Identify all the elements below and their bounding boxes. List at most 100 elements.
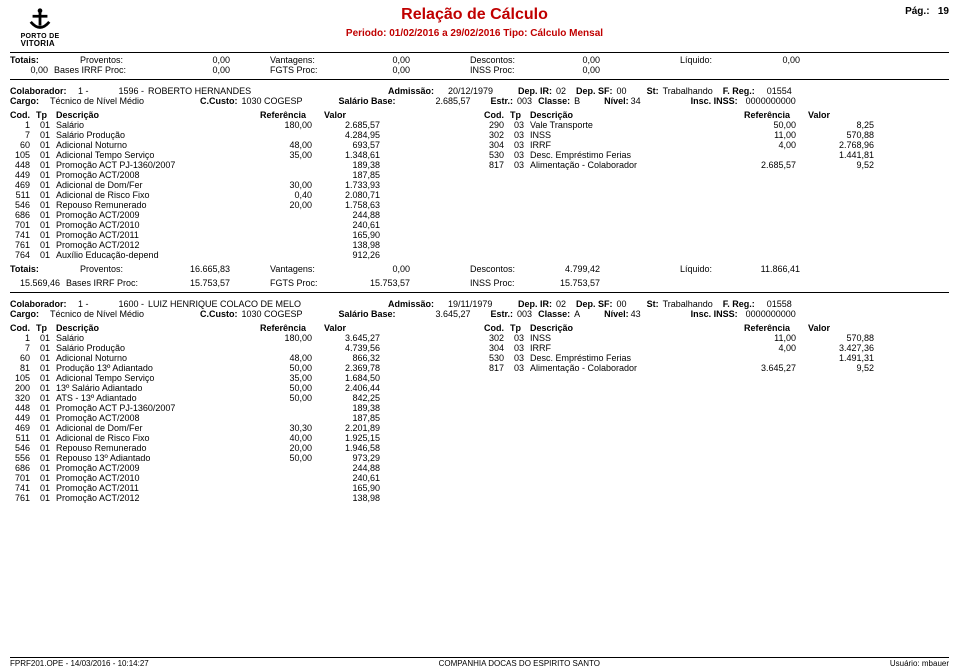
top-totals-2: 0,00 Bases IRRF Proc: 0,00 FGTS Proc: 0,… [10, 65, 949, 75]
desc: Adicional Noturno [56, 353, 260, 363]
detail-row: 54601Repouso Remunerado20,001.946,58 [10, 443, 949, 453]
cod: 1 [10, 120, 36, 130]
classe-label: Classe: [538, 309, 570, 319]
hdr-ref: Referência [260, 323, 324, 333]
val2 [808, 463, 874, 473]
emp1-headers: Cod. Tp Descrição Referência Valor Cod. … [10, 110, 949, 120]
hdr-val: Valor [324, 323, 390, 333]
val: 3.645,27 [324, 333, 390, 343]
page-number: 19 [938, 6, 949, 17]
val2: 2.768,96 [808, 140, 874, 150]
st-value: Trabalhando [659, 86, 723, 96]
tp: 01 [36, 463, 56, 473]
tp2 [510, 473, 530, 483]
cod2: 304 [484, 343, 510, 353]
ref: 50,00 [260, 383, 324, 393]
val: 842,25 [324, 393, 390, 403]
cargo-value: Técnico de Nível Médio [50, 309, 200, 319]
ref2 [744, 373, 808, 383]
ref [260, 130, 324, 140]
tp: 01 [36, 150, 56, 160]
ref [260, 463, 324, 473]
tp: 01 [36, 393, 56, 403]
val: 1.946,58 [324, 443, 390, 453]
val2 [808, 453, 874, 463]
tp2 [510, 433, 530, 443]
anchor-icon [21, 7, 59, 33]
tp: 01 [36, 343, 56, 353]
cod: 741 [10, 483, 36, 493]
val2 [808, 403, 874, 413]
hdr-cod2: Cod. [484, 110, 510, 120]
cod2 [484, 373, 510, 383]
cod2 [484, 393, 510, 403]
depsf-value: 00 [613, 86, 647, 96]
salbase-value: 2.685,57 [407, 96, 471, 106]
tp2 [510, 383, 530, 393]
desc2 [530, 443, 744, 453]
tp2 [510, 190, 530, 200]
report-header: PORTO DEVITORIA Relação de Cálculo Perio… [10, 6, 949, 48]
emp1-totals-1: Totais: Proventos: 16.665,83 Vantagens: … [10, 264, 949, 274]
cod: 511 [10, 190, 36, 200]
ref2 [744, 230, 808, 240]
nivel-label: Nível: [604, 309, 629, 319]
st-label: St: [647, 299, 659, 309]
val: 1.758,63 [324, 200, 390, 210]
inss-value: 0,00 [540, 65, 600, 75]
cod2: 817 [484, 160, 510, 170]
val: 138,98 [324, 493, 390, 503]
desc: Produção 13º Adiantado [56, 363, 260, 373]
ref2 [744, 150, 808, 160]
ref2 [744, 443, 808, 453]
ref2 [744, 250, 808, 260]
val2 [808, 423, 874, 433]
estr-label: Estr.: [471, 309, 514, 319]
classe-value: A [570, 309, 604, 319]
cod2 [484, 483, 510, 493]
classe-label: Classe: [538, 96, 570, 106]
ref2 [744, 403, 808, 413]
inscinss-value: 0000000000 [738, 309, 796, 319]
colab-name: LUIZ HENRIQUE COLACO DE MELO [148, 299, 388, 309]
cod2 [484, 413, 510, 423]
val2 [808, 220, 874, 230]
desc2 [530, 220, 744, 230]
val2 [808, 210, 874, 220]
cod: 449 [10, 170, 36, 180]
detail-row: 2000113º Salário Adiantado50,002.406,44 [10, 383, 949, 393]
ref [260, 220, 324, 230]
hdr-tp: Tp [36, 110, 56, 120]
salbase-label: Salário Base: [333, 96, 407, 106]
cod2: 302 [484, 333, 510, 343]
adm-value: 20/12/1979 [448, 86, 518, 96]
tp: 01 [36, 333, 56, 343]
ref [260, 493, 324, 503]
tp2 [510, 443, 530, 453]
custo-label: C.Custo: [200, 309, 238, 319]
cod: 105 [10, 150, 36, 160]
cod2 [484, 433, 510, 443]
depir-label: Dep. IR: [518, 86, 552, 96]
ref: 0,40 [260, 190, 324, 200]
colab-code: 1600 - [104, 299, 148, 309]
proventos-value: 0,00 [160, 55, 230, 65]
depsf-label: Dep. SF: [576, 299, 613, 309]
ref: 50,00 [260, 453, 324, 463]
tp: 01 [36, 383, 56, 393]
tp: 01 [36, 483, 56, 493]
val2: 9,52 [808, 160, 874, 170]
estr-value: 003 [513, 96, 538, 106]
tp: 01 [36, 170, 56, 180]
detail-row: 46901Adicional de Dom/Fer30,001.733,93 [10, 180, 949, 190]
val: 240,61 [324, 473, 390, 483]
hdr-val: Valor [324, 110, 390, 120]
fgts-label: FGTS Proc: [230, 65, 350, 75]
desc2 [530, 240, 744, 250]
ref: 30,00 [260, 180, 324, 190]
desc2 [530, 423, 744, 433]
desc: Adicional Tempo Serviço [56, 373, 260, 383]
desc2 [530, 473, 744, 483]
inss-label: INSS Proc: [410, 65, 540, 75]
val: 138,98 [324, 240, 390, 250]
